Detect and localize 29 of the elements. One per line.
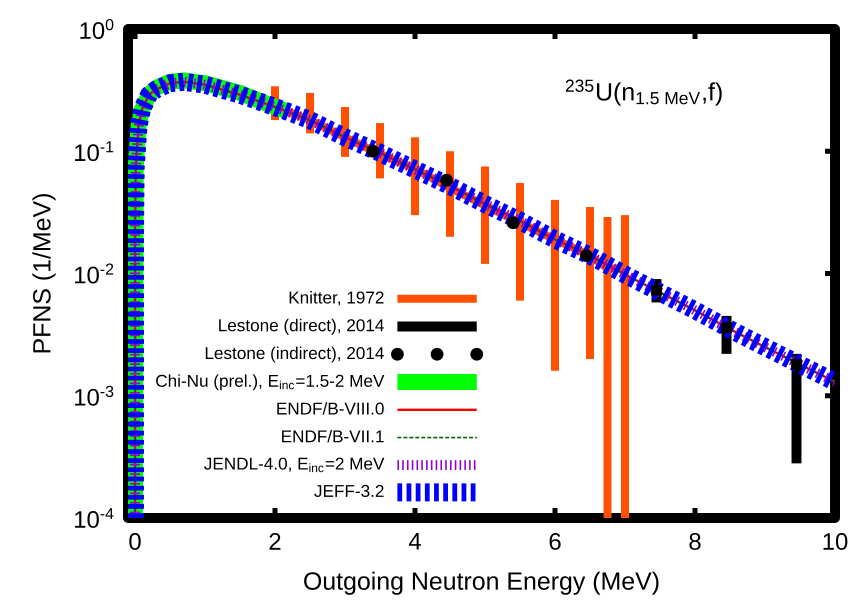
x-axis-title: Outgoing Neutron Energy (MeV) <box>304 572 658 595</box>
y-tick-label: 10$^{-2}$ <box>75 263 114 284</box>
legend-label: JEFF-3.2 <box>314 484 384 498</box>
legend-label: ENDF/B-VIII.0 <box>277 402 384 415</box>
point <box>721 322 732 334</box>
x-tick-label: 4 <box>408 533 421 550</box>
x-tick-label: 8 <box>689 533 701 550</box>
legend-label: Knitter, 1972 <box>290 291 384 306</box>
x-tick-label: 0 <box>129 533 141 550</box>
x-tick-label: 10 <box>824 533 848 550</box>
y-tick-label: 10$^{-1}$ <box>75 141 114 162</box>
annotation: $^{235}$U(n$_{1.5 MeV}$,f) <box>566 80 722 106</box>
legend-label: ENDF/B-VII.1 <box>282 430 384 442</box>
y-axis-title: PFNS (1/MeV) <box>32 194 56 352</box>
point <box>366 144 380 158</box>
point <box>506 216 520 230</box>
legend-label: Chi-Nu (prel.), E$_{inc}$=1.5-2 MeV <box>156 374 384 390</box>
legend-label: Lestone (indirect), 2014 <box>206 346 384 363</box>
legend-label: JENDL-4.0, E$_{inc}$=2 MeV <box>204 458 384 472</box>
x-tick-label: 2 <box>270 533 280 550</box>
point <box>440 174 453 187</box>
y-tick-label: 10$^{-4}$ <box>75 508 114 528</box>
y-tick-label: 10$^{-3}$ <box>75 386 114 406</box>
x-tick-label: 6 <box>550 533 561 550</box>
point <box>791 359 802 370</box>
legend-label: Lestone (direct), 2014 <box>219 318 384 335</box>
point <box>580 249 593 262</box>
y-tick-label: 10$^{0}$ <box>80 18 114 39</box>
point <box>651 284 662 296</box>
